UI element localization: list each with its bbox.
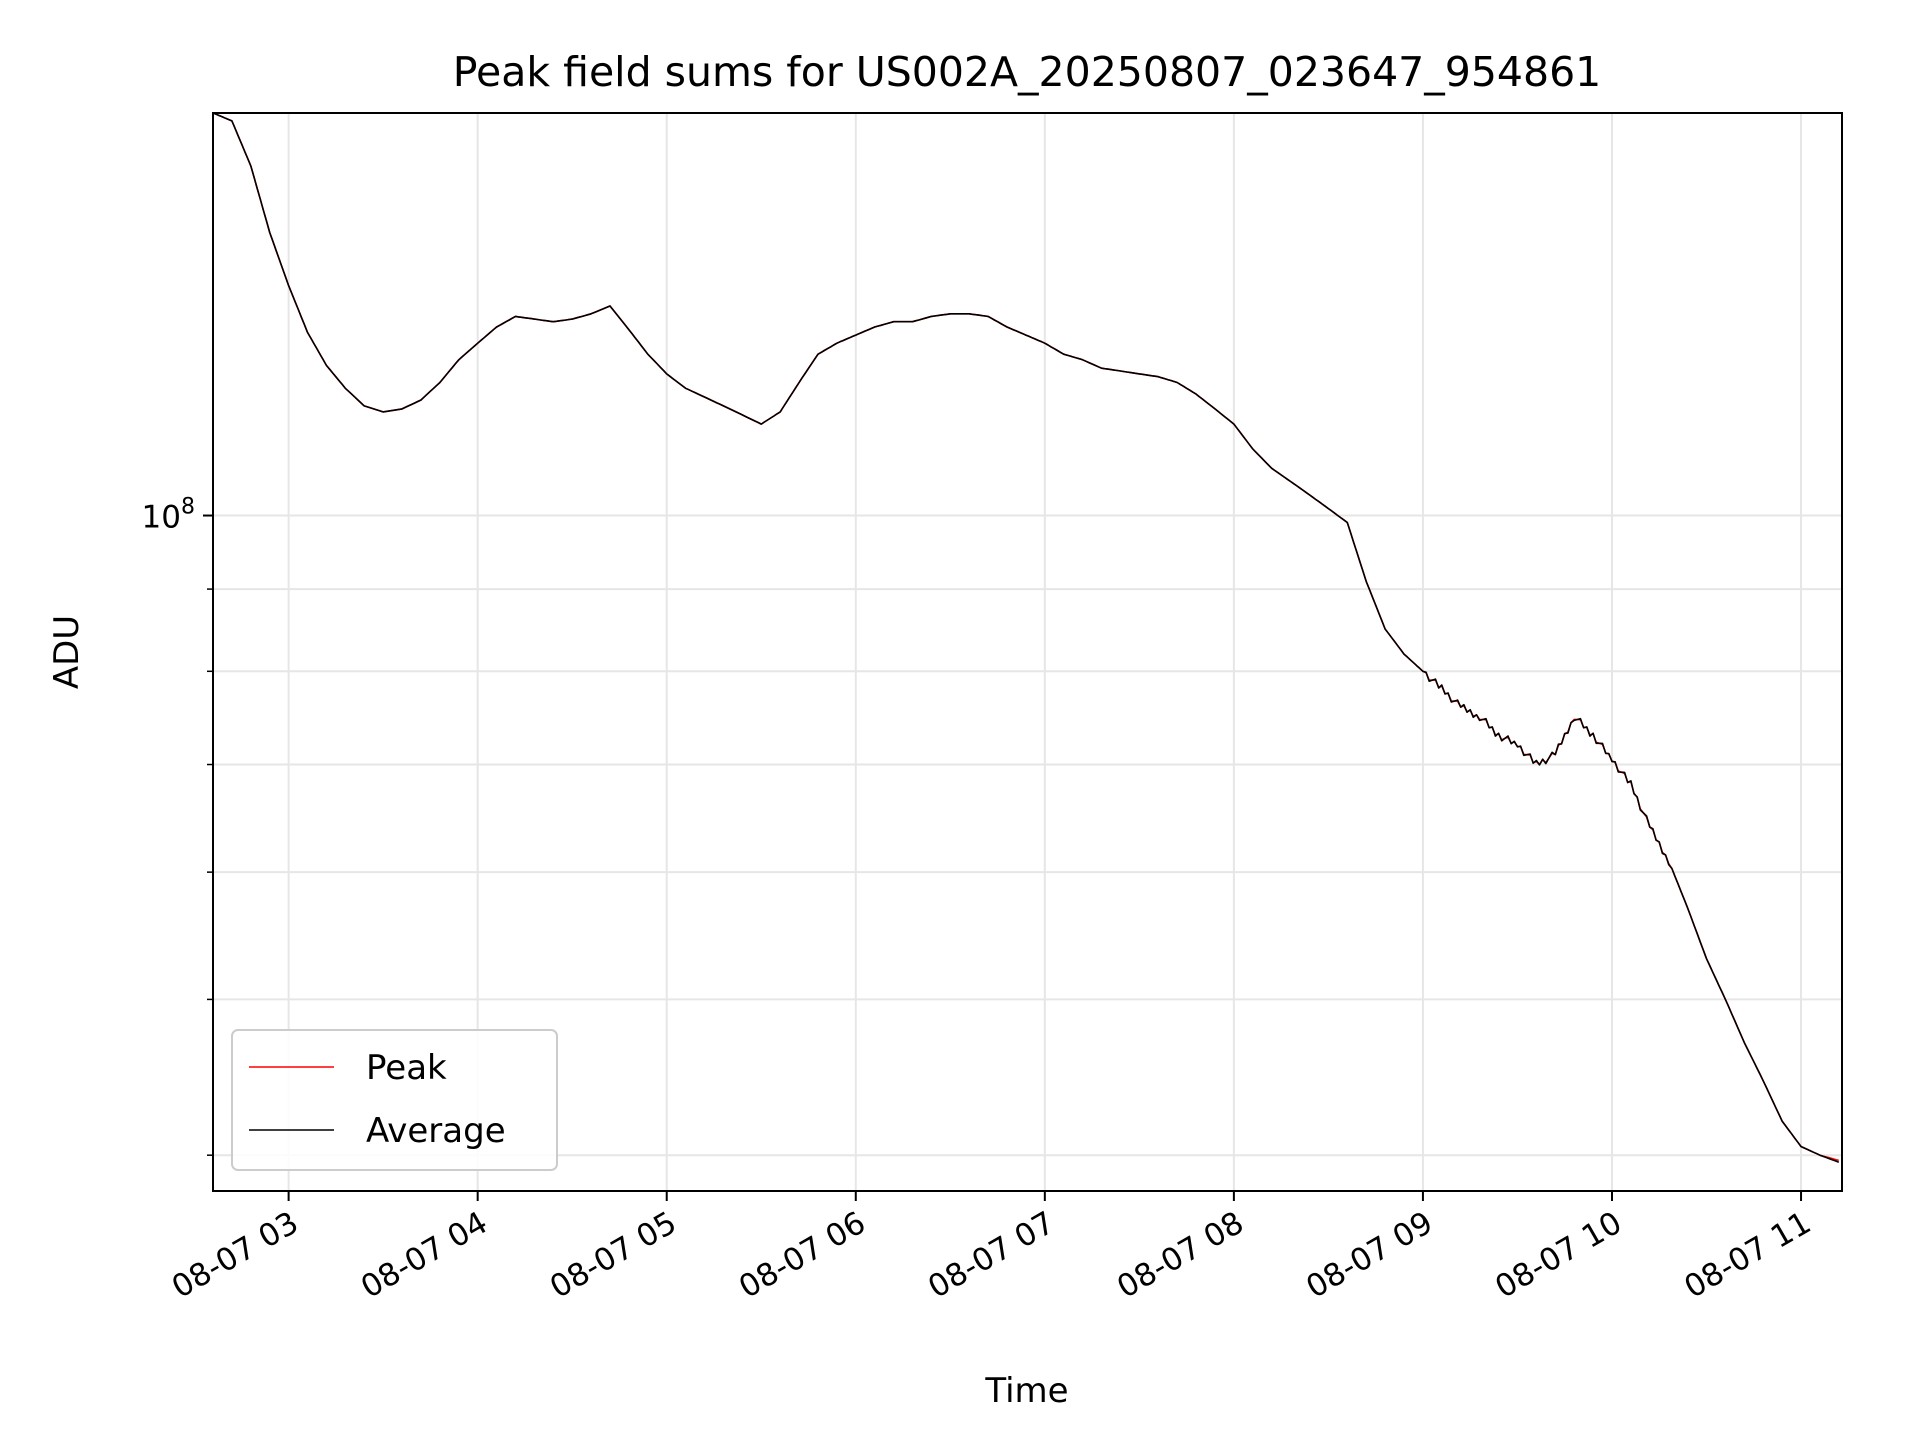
plot-frame: [212, 112, 1843, 1192]
grid-lines: [213, 113, 1842, 1191]
legend-label-average: Average: [366, 1111, 506, 1151]
legend-label-peak: Peak: [366, 1048, 447, 1088]
legend-box: [231, 1029, 558, 1171]
x-axis-label: Time: [984, 1371, 1068, 1411]
y-axis: 108: [142, 495, 213, 1156]
y-tick-label: 108: [142, 495, 195, 536]
plot-series: [212, 112, 1840, 1163]
chart-title: Peak field sums for US002A_20250807_0236…: [453, 48, 1602, 96]
y-axis-label: ADU: [47, 615, 87, 689]
legend: Peak Average: [231, 1029, 558, 1171]
series-line-average: [212, 112, 1840, 1163]
